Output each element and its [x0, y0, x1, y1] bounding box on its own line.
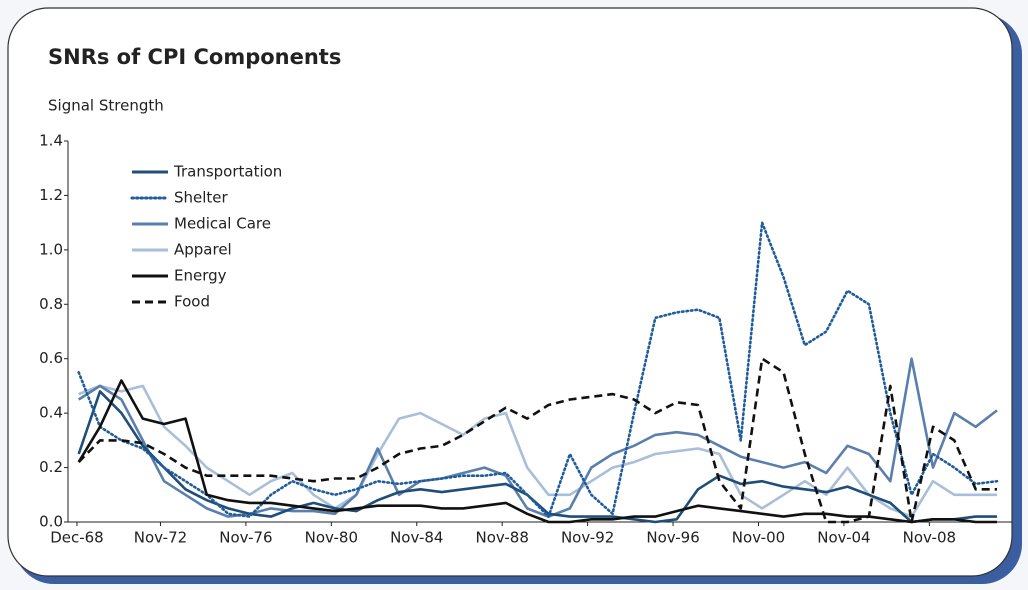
series-line: [77, 221, 999, 518]
y-tick-label: 1.2: [39, 186, 63, 204]
y-tick-label: 1.0: [39, 240, 63, 258]
chart-title: SNRs of CPI Components: [48, 45, 341, 69]
x-tick-label: Nov-76: [219, 529, 272, 547]
y-tick-label: 0.6: [39, 349, 63, 367]
x-tick-label: Nov-88: [476, 529, 529, 547]
x-tick-label: Dec-68: [50, 529, 104, 547]
legend-label: Food: [174, 293, 210, 311]
x-tick-label: Nov-08: [903, 529, 956, 547]
legend-label: Energy: [174, 267, 227, 285]
x-tick-label: Nov-96: [646, 529, 699, 547]
y-axis-label: Signal Strength: [48, 97, 164, 115]
series-line: [77, 357, 997, 524]
series-line: [78, 384, 997, 518]
legend-label: Medical Care: [174, 215, 271, 233]
y-tick-label: 1.4: [39, 132, 63, 150]
y-tick-label: 0.2: [39, 458, 63, 476]
x-tick-label: Nov-72: [134, 529, 187, 547]
panel: [7, 7, 1013, 577]
x-tick-label: Nov-84: [390, 529, 443, 547]
series-line: [77, 379, 997, 524]
y-tick-label: 0.0: [39, 513, 63, 531]
legend-label: Transportation: [173, 163, 282, 181]
y-tick-label: 0.4: [39, 404, 63, 422]
legend-label: Shelter: [174, 189, 229, 207]
x-tick-label: Nov-04: [817, 529, 870, 547]
x-tick-label: Nov-80: [305, 529, 358, 547]
series-line: [78, 357, 998, 518]
legend-label: Apparel: [174, 241, 232, 259]
x-tick-label: Nov-00: [732, 529, 785, 547]
x-tick-label: Nov-92: [561, 529, 614, 547]
y-tick-label: 0.8: [39, 295, 63, 313]
